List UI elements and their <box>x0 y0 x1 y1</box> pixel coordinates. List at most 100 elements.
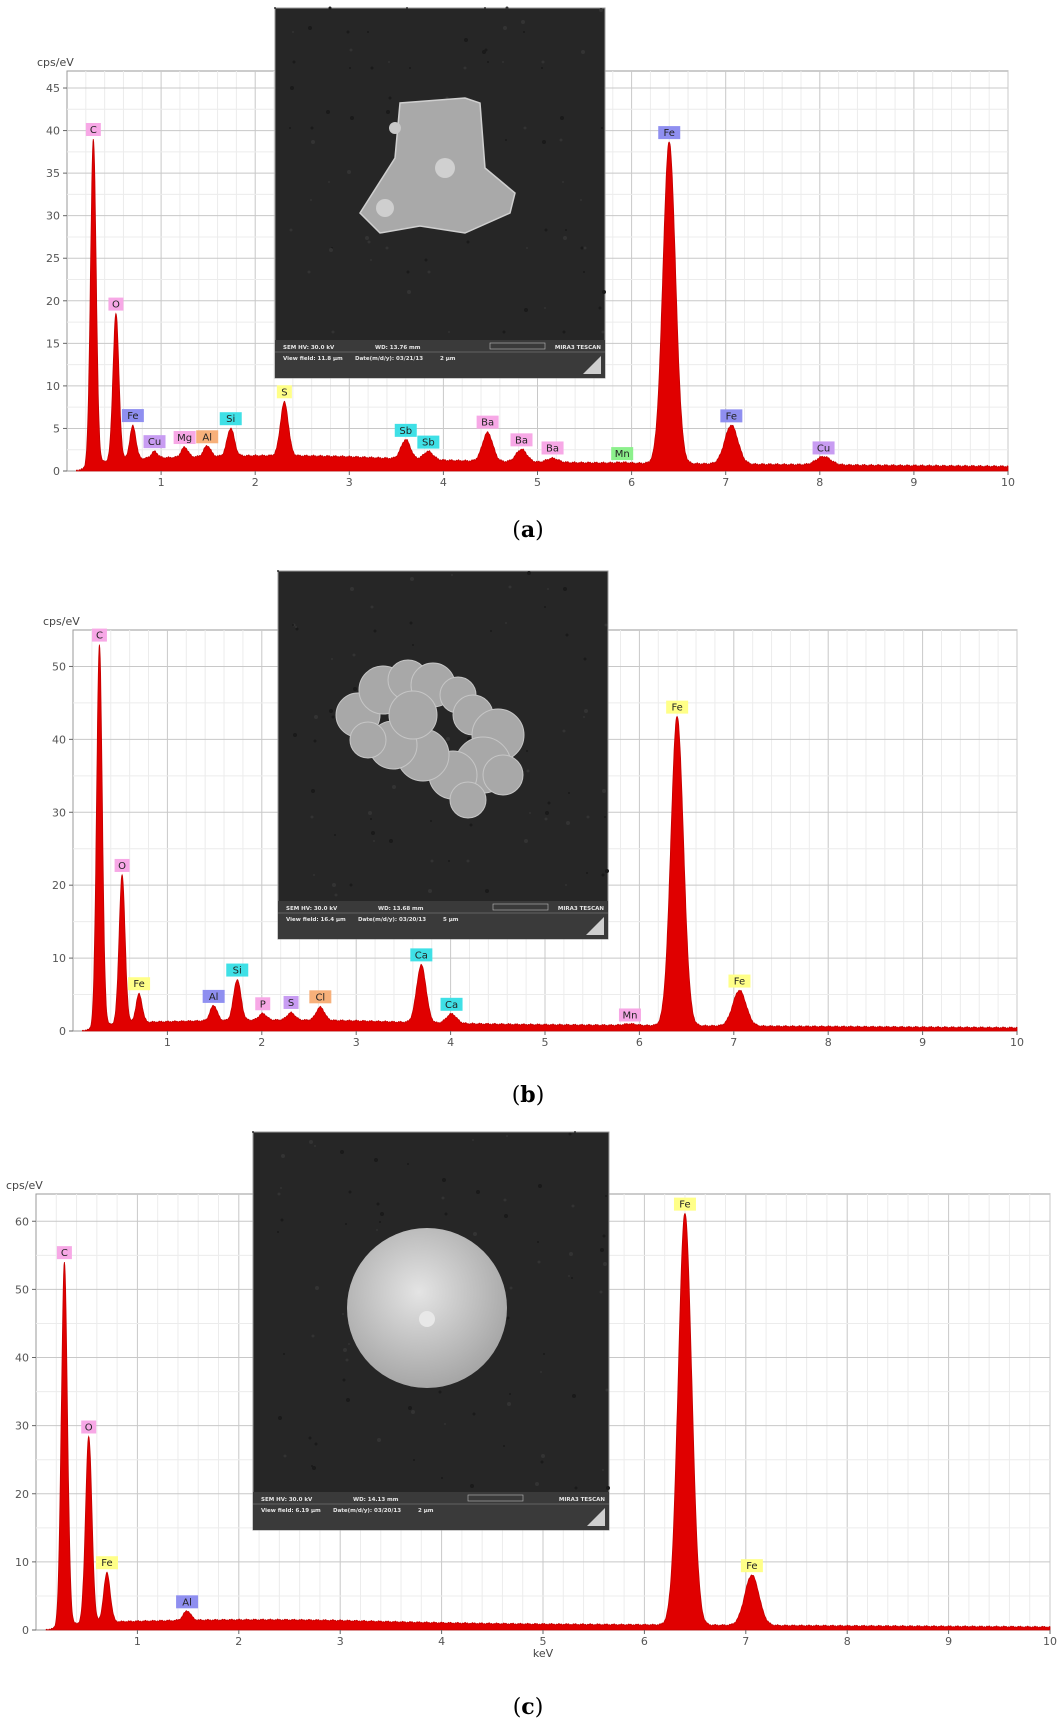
peak-label-box <box>309 990 332 1004</box>
sem-texture <box>274 7 276 9</box>
sem-info-brand: MIRA3 TESCAN <box>555 345 602 351</box>
sem-particle <box>449 781 487 819</box>
sem-texture <box>502 61 504 63</box>
sem-texture <box>349 48 353 52</box>
peak-label-box <box>720 409 743 423</box>
sem-texture <box>571 1277 573 1279</box>
sem-texture <box>583 271 585 273</box>
sem-texture <box>543 1353 545 1355</box>
sem-texture <box>411 1410 415 1414</box>
x-tick-label: 5 <box>542 1036 549 1049</box>
sem-texture <box>602 789 606 793</box>
peak-label-text: O <box>85 1422 93 1433</box>
peak-label-box <box>476 415 499 429</box>
sem-texture <box>427 270 431 274</box>
sem-texture <box>521 20 525 24</box>
x-tick-label: 1 <box>134 1635 141 1648</box>
sem-texture <box>540 1371 542 1373</box>
sem-texture <box>380 1212 384 1216</box>
sem-texture <box>600 1248 604 1252</box>
peak-label-text: Ca <box>445 1000 458 1011</box>
sem-texture <box>541 1454 545 1458</box>
peak-label-text: Fe <box>734 977 745 988</box>
sem-texture <box>505 139 507 141</box>
sem-texture <box>329 709 333 713</box>
sem-texture <box>562 181 564 183</box>
sem-info-hv: SEM HV: 30.0 kV <box>283 345 335 351</box>
sem-scale-bar <box>467 1494 524 1502</box>
peak-label-p: P <box>255 997 271 1011</box>
sem-texture <box>409 621 413 625</box>
sem-info-scale: 2 µm <box>440 356 456 362</box>
x-tick-label: 7 <box>722 476 729 489</box>
peak-label-text: Si <box>226 414 235 425</box>
sem-texture <box>410 577 414 581</box>
sem-texture <box>389 839 393 843</box>
sem-texture <box>526 247 528 249</box>
y-tick-label: 0 <box>59 1025 66 1038</box>
sem-info-view-field: View field: 16.4 µm <box>286 917 346 923</box>
peak-label-box <box>128 977 151 991</box>
sem-particle <box>347 1228 507 1388</box>
sem-info-date: Date(m/d/y): 03/20/13 <box>333 1508 401 1514</box>
sem-texture <box>538 1184 542 1188</box>
sem-texture <box>438 1390 442 1394</box>
sem-texture <box>544 817 548 821</box>
sem-particle-detail <box>419 1311 435 1327</box>
sem-texture <box>448 331 450 333</box>
sem-scale-bar <box>489 342 546 350</box>
sem-texture <box>392 785 396 789</box>
sem-texture <box>537 1241 539 1243</box>
y-tick-label: 45 <box>46 82 60 95</box>
peak-label-fe: Fe <box>121 409 144 423</box>
y-tick-label: 20 <box>46 295 60 308</box>
sem-texture <box>430 859 434 863</box>
sem-info-hv: SEM HV: 30.0 kV <box>261 1497 313 1503</box>
sem-texture <box>406 7 408 9</box>
peak-label-text: Mn <box>622 1010 637 1021</box>
y-tick-label: 40 <box>46 125 60 138</box>
peak-label-text: Cl <box>315 992 325 1003</box>
x-tick-label: 2 <box>252 476 259 489</box>
sem-texture <box>574 1486 578 1490</box>
peak-label-box <box>176 1595 199 1609</box>
x-tick-label: 10 <box>1043 1635 1057 1648</box>
sem-texture <box>292 31 294 33</box>
sem-texture <box>310 199 312 201</box>
peak-label-ca: Ca <box>410 948 433 962</box>
caption-open-paren: ( <box>513 1695 522 1720</box>
sem-texture <box>601 127 603 129</box>
sem-texture <box>326 110 330 114</box>
sem-texture <box>350 587 354 591</box>
peak-label-ca: Ca <box>440 997 463 1011</box>
sem-texture <box>370 66 374 70</box>
sem-texture <box>413 1459 415 1461</box>
eds-panel-a: 1 2 3 4 5 6 7 8 9 10051015202530354045cps/eVCOFeC… <box>37 6 1015 543</box>
sem-texture <box>544 606 546 608</box>
sem-texture <box>289 127 291 129</box>
sem-texture <box>280 1187 282 1189</box>
sem-texture <box>350 116 354 120</box>
sem-texture <box>572 1394 576 1398</box>
sem-texture <box>586 872 588 874</box>
sem-texture <box>353 687 357 691</box>
peak-label-text: Ba <box>546 443 559 454</box>
sem-info-date: Date(m/d/y): 03/21/13 <box>355 356 423 362</box>
peak-label-text: Mg <box>177 433 192 444</box>
sem-corner-logo <box>587 1508 605 1526</box>
sem-info-scale: 2 µm <box>418 1508 434 1514</box>
peak-label-text: O <box>112 300 120 311</box>
sem-texture <box>563 236 567 240</box>
x-tick-label: 3 <box>337 1635 344 1648</box>
sem-particle-detail <box>389 122 401 134</box>
peak-label-fe: Fe <box>720 409 743 423</box>
sem-info-brand: MIRA3 TESCAN <box>559 1497 606 1503</box>
peak-label-s: S <box>283 995 299 1009</box>
peak-label-box <box>85 122 101 136</box>
sem-texture <box>283 1353 285 1355</box>
sem-texture <box>545 811 549 815</box>
sem-texture <box>472 1139 474 1141</box>
peak-label-c: C <box>56 1246 72 1260</box>
peak-label-c: C <box>85 122 101 136</box>
